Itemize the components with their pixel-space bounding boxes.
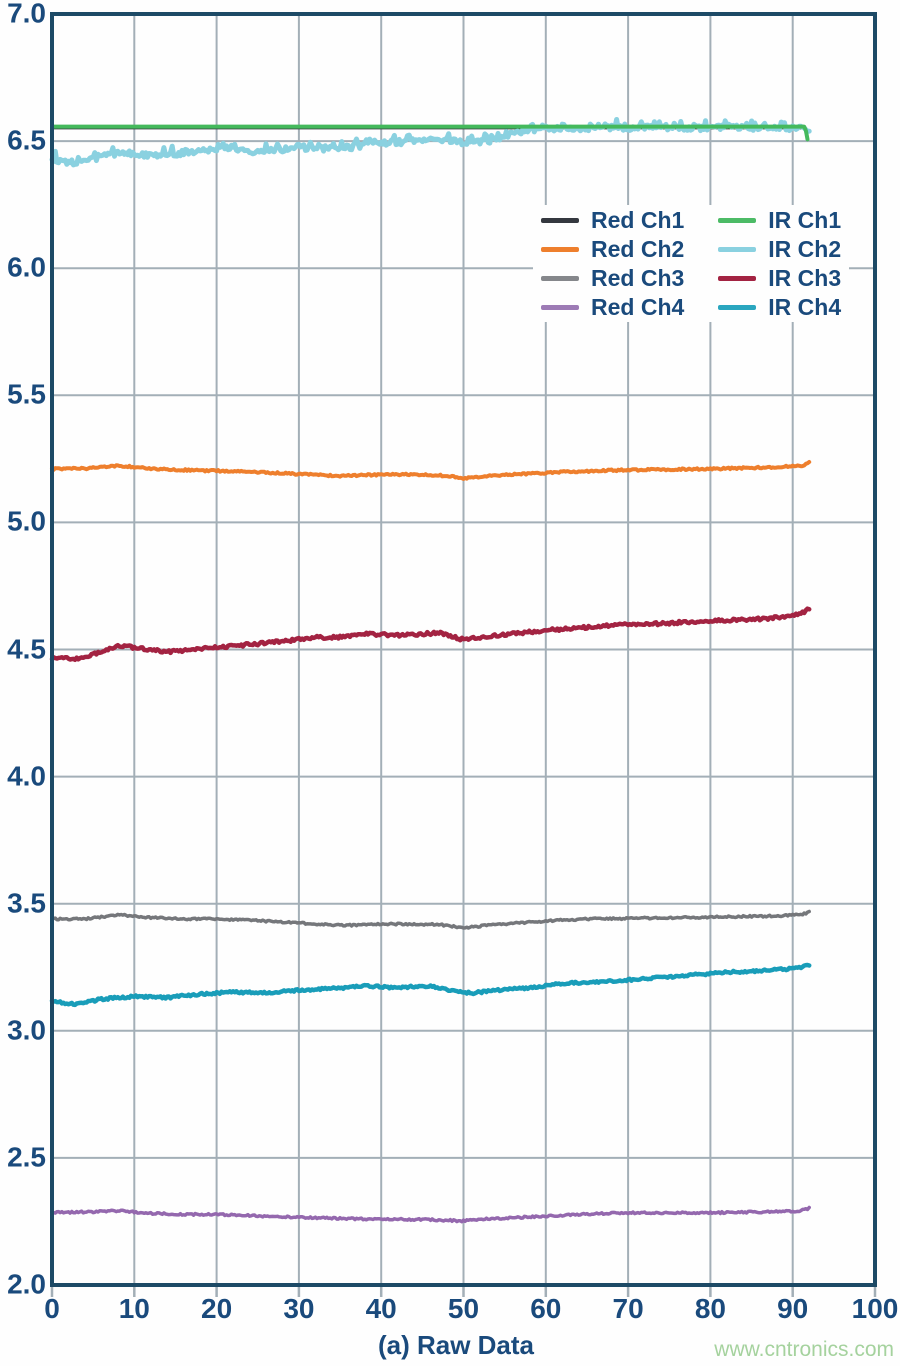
y-tick-label: 3.0: [7, 1014, 46, 1046]
y-tick-label: 5.5: [7, 378, 46, 410]
y-tick-label: 5.0: [7, 505, 46, 537]
legend-label: IR Ch2: [768, 235, 842, 262]
legend-label: Red Ch1: [591, 206, 685, 233]
x-tick-label: 40: [365, 1293, 397, 1324]
plot-border: [50, 12, 877, 1287]
legend-entry: Red Ch2: [541, 235, 685, 262]
series-line-red-ch4: [50, 1205, 811, 1224]
legend-entry: Red Ch4: [541, 293, 685, 320]
legend-entry: IR Ch1: [718, 206, 842, 233]
x-axis-title: (a) Raw Data: [377, 1330, 535, 1360]
x-tick-label: 70: [612, 1293, 644, 1324]
legend-entry: Red Ch1: [541, 206, 685, 233]
watermark-text: www.cntronics.com: [714, 1338, 894, 1361]
legend-entry: Red Ch3: [541, 264, 685, 291]
y-tick-label: 6.0: [7, 251, 46, 283]
legend-swatch-ir-ch4: [718, 304, 757, 310]
legend-label: Red Ch4: [591, 293, 685, 320]
x-tick-label: 50: [447, 1293, 480, 1324]
y-tick-label: 2.5: [7, 1141, 46, 1173]
series-line-red-ch3: [50, 909, 811, 930]
legend-entry: IR Ch3: [718, 264, 842, 291]
x-tick-label: 0: [44, 1293, 60, 1324]
x-tick-label: 60: [530, 1293, 562, 1324]
y-tick-label: 3.5: [7, 887, 46, 919]
legend-swatch-ir-ch2: [718, 246, 757, 252]
y-tick-label: 4.0: [7, 759, 46, 791]
legend: Red Ch1 Red Ch2 Red Ch3 Red Ch4 IR Ch1 IR Ch2…: [533, 205, 850, 322]
legend-entry: IR Ch4: [718, 293, 842, 320]
legend-swatch-ir-ch3: [718, 275, 757, 281]
legend-label: IR Ch4: [768, 293, 842, 320]
legend-swatch-ir-ch1: [718, 217, 757, 223]
legend-swatch-red-ch4: [541, 304, 579, 310]
x-tick-label: 20: [201, 1293, 233, 1324]
x-tick-label: 30: [283, 1293, 315, 1324]
legend-column: Red Ch1 Red Ch2 Red Ch3 Red Ch4: [541, 206, 685, 320]
x-tick-label: 80: [694, 1293, 726, 1324]
legend-entry: IR Ch2: [718, 235, 842, 262]
legend-swatch-red-ch1: [541, 217, 579, 223]
x-tick-label: 10: [118, 1293, 150, 1324]
legend-swatch-red-ch2: [541, 246, 579, 252]
y-tick-label: 4.5: [7, 632, 46, 664]
x-tick-label: 90: [777, 1293, 809, 1324]
legend-swatch-red-ch3: [541, 275, 579, 281]
series-line-ir-ch2: [49, 117, 812, 168]
legend-label: IR Ch3: [768, 264, 842, 291]
series-line-red-ch2: [50, 460, 812, 481]
y-tick-label: 7.0: [7, 0, 46, 29]
x-tick-label: 100: [851, 1293, 899, 1324]
series-line-ir-ch3: [49, 606, 812, 663]
legend-label: IR Ch1: [768, 206, 842, 233]
series-line-ir-ch4: [49, 962, 812, 1008]
y-tick-label: 2.0: [7, 1268, 46, 1300]
series-line-ir-ch1: [50, 124, 810, 142]
y-tick-label: 6.5: [7, 124, 46, 156]
legend-column: IR Ch1 IR Ch2 IR Ch3 IR Ch4: [718, 206, 842, 320]
legend-label: Red Ch3: [591, 264, 685, 291]
legend-label: Red Ch2: [591, 235, 685, 262]
